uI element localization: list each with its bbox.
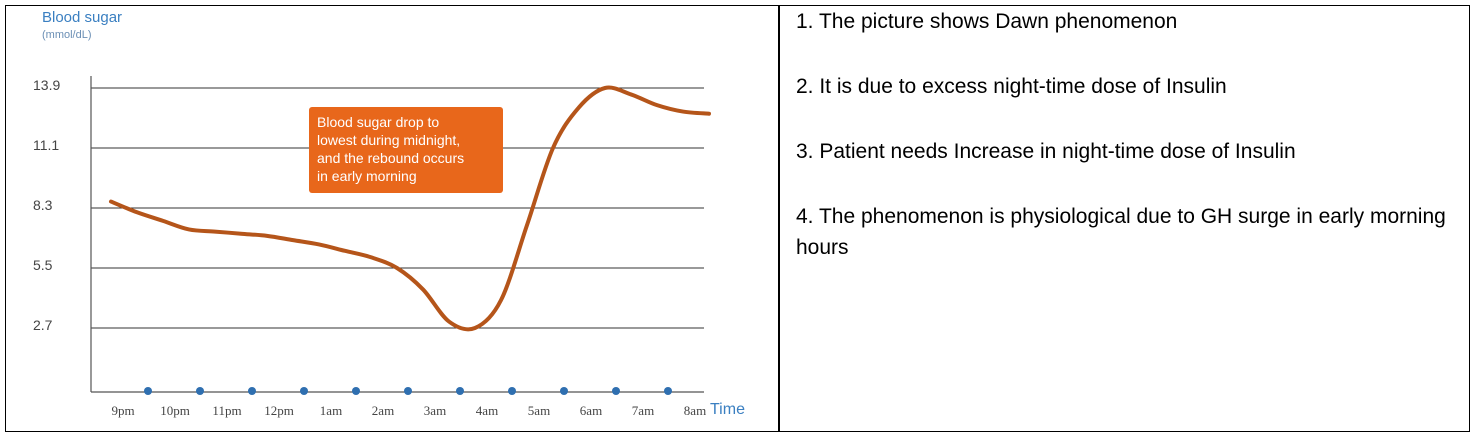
x-tick-label: 10pm	[160, 403, 190, 418]
notes-cell: 1. The picture shows Dawn phenomenon 2. …	[796, 6, 1461, 297]
x-tick-label: 4am	[476, 403, 498, 418]
x-axis-label: Time	[710, 401, 745, 418]
y-tick-labels: 13.9 11.1 8.3 5.5 2.7	[33, 77, 60, 333]
chart-cell: Blood sugar (mmol/dL) 13.9 11.1 8.3 5.5 2.7 …	[6, 6, 776, 430]
x-tick-label: 1am	[320, 403, 342, 418]
annotation-line: and the rebound occurs	[317, 150, 464, 166]
x-axis-dots	[144, 387, 672, 395]
y-axis-label: Blood sugar	[42, 9, 122, 26]
x-tick-label: 2am	[372, 403, 394, 418]
x-axis-dot	[248, 387, 256, 395]
annotation-line: lowest during midnight,	[317, 132, 460, 148]
x-axis-dot	[612, 387, 620, 395]
x-axis-dot	[456, 387, 464, 395]
y-tick-label: 13.9	[33, 77, 60, 93]
x-tick-label: 8am	[684, 403, 706, 418]
x-tick-label: 3am	[424, 403, 446, 418]
x-tick-labels: 9pm 10pm 11pm 12pm 1am 2am 3am 4am 5am 6am 7am 8am	[111, 403, 706, 418]
x-axis-dot	[560, 387, 568, 395]
x-axis-dot	[352, 387, 360, 395]
annotation-line: Blood sugar drop to	[317, 114, 439, 130]
y-tick-label: 5.5	[33, 257, 53, 273]
x-tick-label: 12pm	[264, 403, 294, 418]
x-axis-dot	[664, 387, 672, 395]
annotation-box: Blood sugar drop to lowest during midnigh…	[309, 107, 503, 193]
y-tick-label: 8.3	[33, 197, 53, 213]
x-tick-label: 6am	[580, 403, 602, 418]
y-axis-unit: (mmol/dL)	[42, 29, 92, 41]
x-axis-dot	[144, 387, 152, 395]
x-tick-label: 7am	[632, 403, 654, 418]
note-1: 1. The picture shows Dawn phenomenon	[796, 10, 1178, 33]
x-axis-dot	[508, 387, 516, 395]
column-divider	[778, 5, 780, 432]
annotation-text: Blood sugar drop to lowest during midnigh…	[317, 114, 464, 184]
x-axis-dot	[196, 387, 204, 395]
annotation-line: in early morning	[317, 168, 417, 184]
blood-sugar-chart: Blood sugar (mmol/dL) 13.911.18.35.52.7 …	[33, 9, 745, 418]
x-axis-dot	[404, 387, 412, 395]
blood-sugar-line	[109, 85, 711, 332]
x-axis-dot	[300, 387, 308, 395]
note-3: 3. Patient needs Increase in night-time …	[796, 140, 1296, 163]
x-tick-label: 11pm	[212, 403, 241, 418]
y-tick-label: 11.1	[33, 137, 59, 153]
note-4: 4. The phenomenon is physiological due t…	[796, 205, 1446, 259]
table-frame	[5, 5, 1470, 432]
y-tick-label: 2.7	[33, 317, 53, 333]
note-2: 2. It is due to excess night-time dose o…	[796, 75, 1227, 98]
x-tick-label: 5am	[528, 403, 550, 418]
x-tick-label: 9pm	[111, 403, 134, 418]
